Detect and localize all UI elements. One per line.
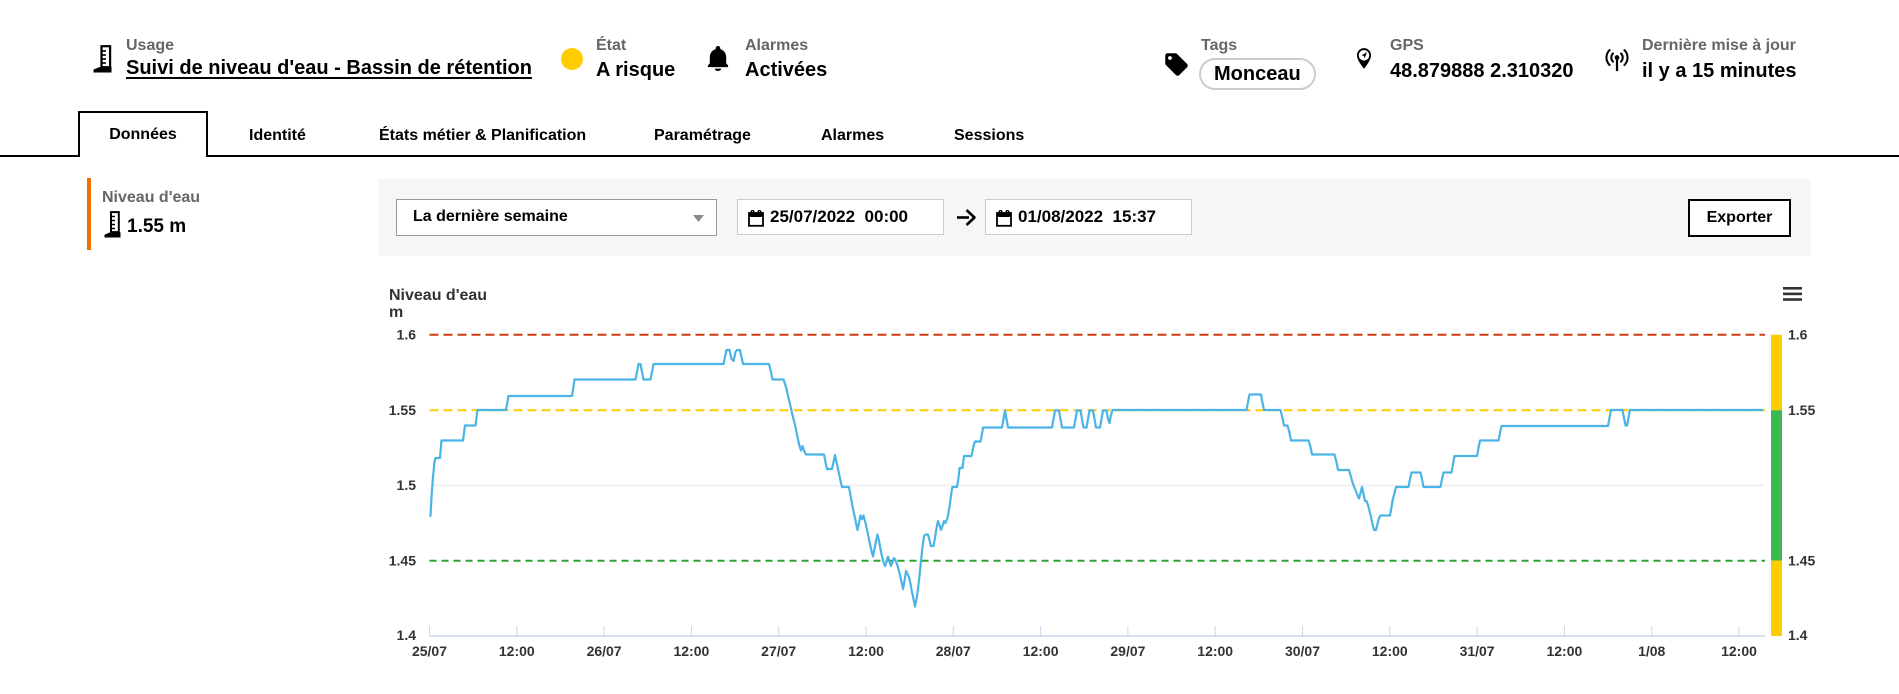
svg-text:1.55: 1.55 bbox=[389, 402, 416, 418]
svg-text:12:00: 12:00 bbox=[673, 643, 709, 659]
svg-text:28/07: 28/07 bbox=[936, 643, 971, 659]
svg-text:Niveau d'eau: Niveau d'eau bbox=[389, 287, 487, 304]
svg-text:12:00: 12:00 bbox=[1023, 643, 1059, 659]
svg-text:1.4: 1.4 bbox=[1788, 627, 1808, 643]
svg-text:27/07: 27/07 bbox=[761, 643, 796, 659]
svg-text:1.45: 1.45 bbox=[389, 552, 416, 568]
svg-text:12:00: 12:00 bbox=[1197, 643, 1233, 659]
svg-text:1.55: 1.55 bbox=[1788, 402, 1815, 418]
svg-text:1.4: 1.4 bbox=[397, 627, 417, 643]
svg-text:12:00: 12:00 bbox=[1546, 643, 1582, 659]
svg-text:1.45: 1.45 bbox=[1788, 552, 1815, 568]
svg-text:1.5: 1.5 bbox=[397, 477, 417, 493]
svg-text:29/07: 29/07 bbox=[1110, 643, 1145, 659]
svg-text:1.6: 1.6 bbox=[1788, 326, 1808, 342]
svg-text:26/07: 26/07 bbox=[587, 643, 622, 659]
svg-text:12:00: 12:00 bbox=[1372, 643, 1408, 659]
svg-text:25/07: 25/07 bbox=[412, 643, 447, 659]
svg-text:1/08: 1/08 bbox=[1638, 643, 1665, 659]
svg-text:12:00: 12:00 bbox=[848, 643, 884, 659]
svg-text:30/07: 30/07 bbox=[1285, 643, 1320, 659]
svg-text:12:00: 12:00 bbox=[499, 643, 535, 659]
svg-text:m: m bbox=[389, 304, 403, 321]
svg-text:31/07: 31/07 bbox=[1460, 643, 1495, 659]
svg-text:12:00: 12:00 bbox=[1721, 643, 1757, 659]
svg-text:1.6: 1.6 bbox=[397, 326, 417, 342]
